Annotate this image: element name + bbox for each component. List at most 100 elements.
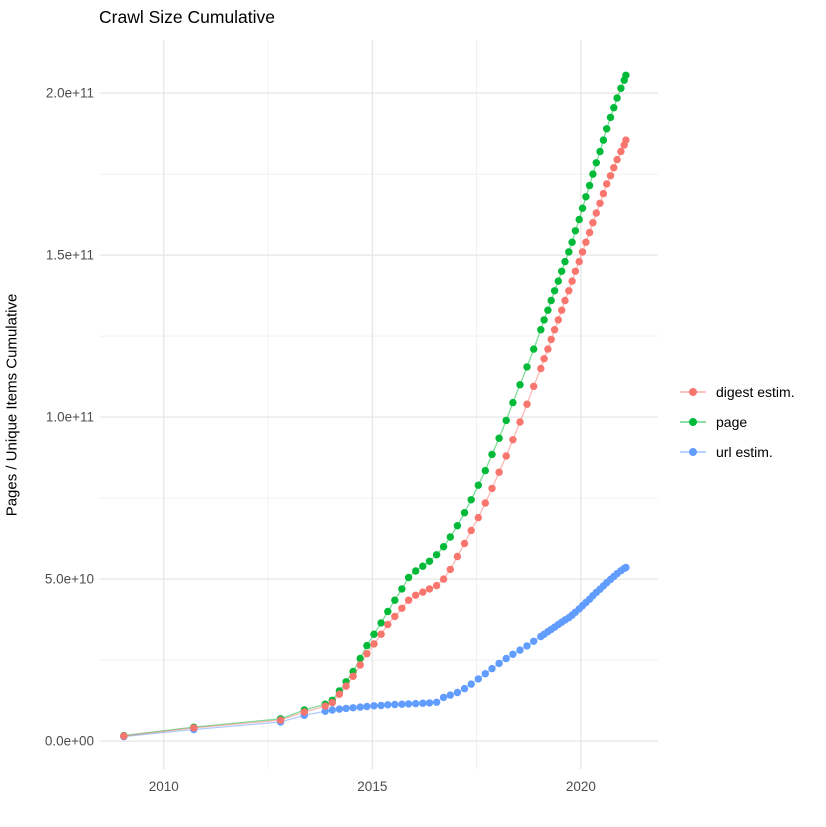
y-axis-tick-label: 1.0e+11 bbox=[46, 410, 94, 425]
legend-key-url bbox=[680, 444, 706, 460]
series-point-page bbox=[363, 641, 371, 650]
series-point-digest-estim- bbox=[370, 640, 378, 648]
series-point-digest-estim- bbox=[571, 267, 580, 275]
legend-key-digest bbox=[680, 384, 706, 400]
series-point-url-estim- bbox=[432, 698, 441, 706]
series-point-digest-estim- bbox=[120, 732, 128, 740]
y-axis-title: Pages / Unique Items Cumulative bbox=[3, 293, 21, 517]
series-point-page bbox=[592, 159, 600, 167]
series-point-page bbox=[589, 170, 597, 178]
x-axis-tick-label: 2015 bbox=[357, 779, 387, 794]
series-point-page bbox=[606, 113, 615, 122]
series-point-digest-estim- bbox=[481, 499, 489, 507]
series-point-url-estim- bbox=[363, 702, 371, 711]
series-point-page bbox=[603, 125, 611, 133]
series-point-page bbox=[578, 204, 587, 212]
series-point-page bbox=[356, 654, 364, 663]
series-point-url-estim- bbox=[384, 701, 392, 709]
series-point-page bbox=[453, 522, 462, 530]
series-point-page bbox=[384, 607, 392, 616]
series-point-page bbox=[460, 509, 469, 517]
y-axis-tick-label: 5.0e+10 bbox=[45, 572, 94, 587]
series-point-digest-estim- bbox=[509, 436, 517, 444]
series-point-digest-estim- bbox=[404, 596, 413, 604]
series-point-digest-estim- bbox=[377, 630, 385, 638]
series-point-digest-estim- bbox=[622, 136, 630, 144]
series-point-page bbox=[537, 326, 545, 334]
series-point-digest-estim- bbox=[391, 612, 399, 621]
series-point-digest-estim- bbox=[537, 364, 545, 373]
series-point-page bbox=[558, 267, 566, 275]
series-point-page bbox=[544, 306, 552, 314]
series-point-url-estim- bbox=[342, 704, 350, 713]
series-point-page bbox=[575, 215, 583, 224]
legend-item-digest: digest estim. bbox=[680, 377, 795, 407]
series-point-page bbox=[622, 71, 630, 80]
series-point-url-estim- bbox=[335, 705, 344, 713]
series-point-url-estim- bbox=[377, 701, 385, 710]
series-point-digest-estim- bbox=[398, 604, 406, 612]
series-point-digest-estim- bbox=[335, 690, 344, 698]
series-point-page bbox=[446, 533, 454, 541]
y-axis-tick-label: 0.0e+00 bbox=[45, 734, 94, 749]
series-point-page bbox=[404, 573, 413, 582]
series-point-page bbox=[540, 316, 548, 324]
series-point-digest-estim- bbox=[342, 682, 350, 690]
series-point-url-estim- bbox=[404, 700, 413, 708]
series-point-digest-estim- bbox=[516, 418, 524, 426]
series-point-digest-estim- bbox=[495, 468, 503, 476]
series-point-digest-estim- bbox=[439, 575, 448, 583]
series-point-page bbox=[585, 181, 594, 190]
legend-dot-icon bbox=[688, 417, 698, 427]
series-point-digest-estim- bbox=[425, 585, 434, 593]
chart-title: Crawl Size Cumulative bbox=[99, 7, 276, 27]
series-point-digest-estim- bbox=[603, 180, 611, 188]
series-point-digest-estim- bbox=[453, 552, 462, 561]
series-point-digest-estim- bbox=[589, 219, 597, 227]
legend-dot-icon bbox=[688, 447, 698, 457]
series-point-page bbox=[439, 543, 448, 551]
series-point-page bbox=[502, 416, 510, 425]
series-point-url-estim- bbox=[474, 675, 482, 683]
series-point-digest-estim- bbox=[565, 287, 573, 295]
series-point-digest-estim- bbox=[523, 400, 531, 408]
series-point-page bbox=[610, 104, 618, 112]
series-point-page bbox=[550, 287, 559, 295]
series-point-digest-estim- bbox=[547, 335, 555, 344]
series-point-url-estim- bbox=[412, 699, 420, 708]
series-point-digest-estim- bbox=[599, 189, 608, 198]
series-point-digest-estim- bbox=[568, 277, 576, 285]
series-point-url-estim- bbox=[481, 670, 489, 678]
series-point-url-estim- bbox=[523, 642, 531, 650]
legend-label-page: page bbox=[716, 414, 748, 430]
legend-item-page: page bbox=[680, 407, 795, 437]
legend-dot-icon bbox=[688, 387, 698, 397]
series-point-page bbox=[488, 450, 496, 459]
series-point-url-estim- bbox=[516, 646, 524, 654]
series-point-digest-estim- bbox=[544, 345, 552, 353]
series-point-digest-estim- bbox=[585, 228, 594, 237]
series-point-page bbox=[530, 345, 538, 353]
series-point-page bbox=[467, 496, 475, 504]
series-point-page bbox=[370, 630, 378, 638]
series-point-digest-estim- bbox=[592, 209, 600, 217]
legend-label-digest: digest estim. bbox=[716, 384, 795, 400]
series-point-url-estim- bbox=[488, 664, 496, 673]
y-axis-tick-label: 1.5e+11 bbox=[46, 248, 94, 263]
series-point-page bbox=[596, 147, 604, 156]
series-point-page bbox=[412, 567, 420, 575]
legend: digest estim. page url estim. bbox=[680, 377, 795, 467]
series-point-digest-estim- bbox=[467, 526, 475, 535]
series-point-digest-estim- bbox=[321, 702, 329, 710]
series-point-url-estim- bbox=[622, 563, 630, 572]
series-point-page bbox=[481, 466, 489, 475]
series-point-page bbox=[565, 248, 573, 256]
series-point-digest-estim- bbox=[446, 565, 454, 574]
series-point-digest-estim- bbox=[575, 257, 583, 266]
series-point-url-estim- bbox=[467, 680, 475, 688]
series-point-digest-estim- bbox=[328, 698, 336, 707]
series-point-digest-estim- bbox=[474, 513, 482, 522]
series-point-digest-estim- bbox=[502, 452, 510, 460]
